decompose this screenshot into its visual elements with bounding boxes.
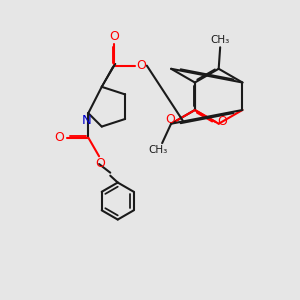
Text: O: O [217, 116, 227, 128]
Polygon shape [102, 64, 116, 87]
Text: CH₃: CH₃ [211, 35, 230, 45]
Text: O: O [165, 113, 175, 126]
Text: N: N [82, 114, 92, 127]
Text: O: O [96, 157, 106, 170]
Text: CH₃: CH₃ [148, 145, 167, 155]
Text: O: O [109, 30, 119, 43]
Text: O: O [54, 131, 64, 144]
Text: O: O [136, 59, 146, 72]
